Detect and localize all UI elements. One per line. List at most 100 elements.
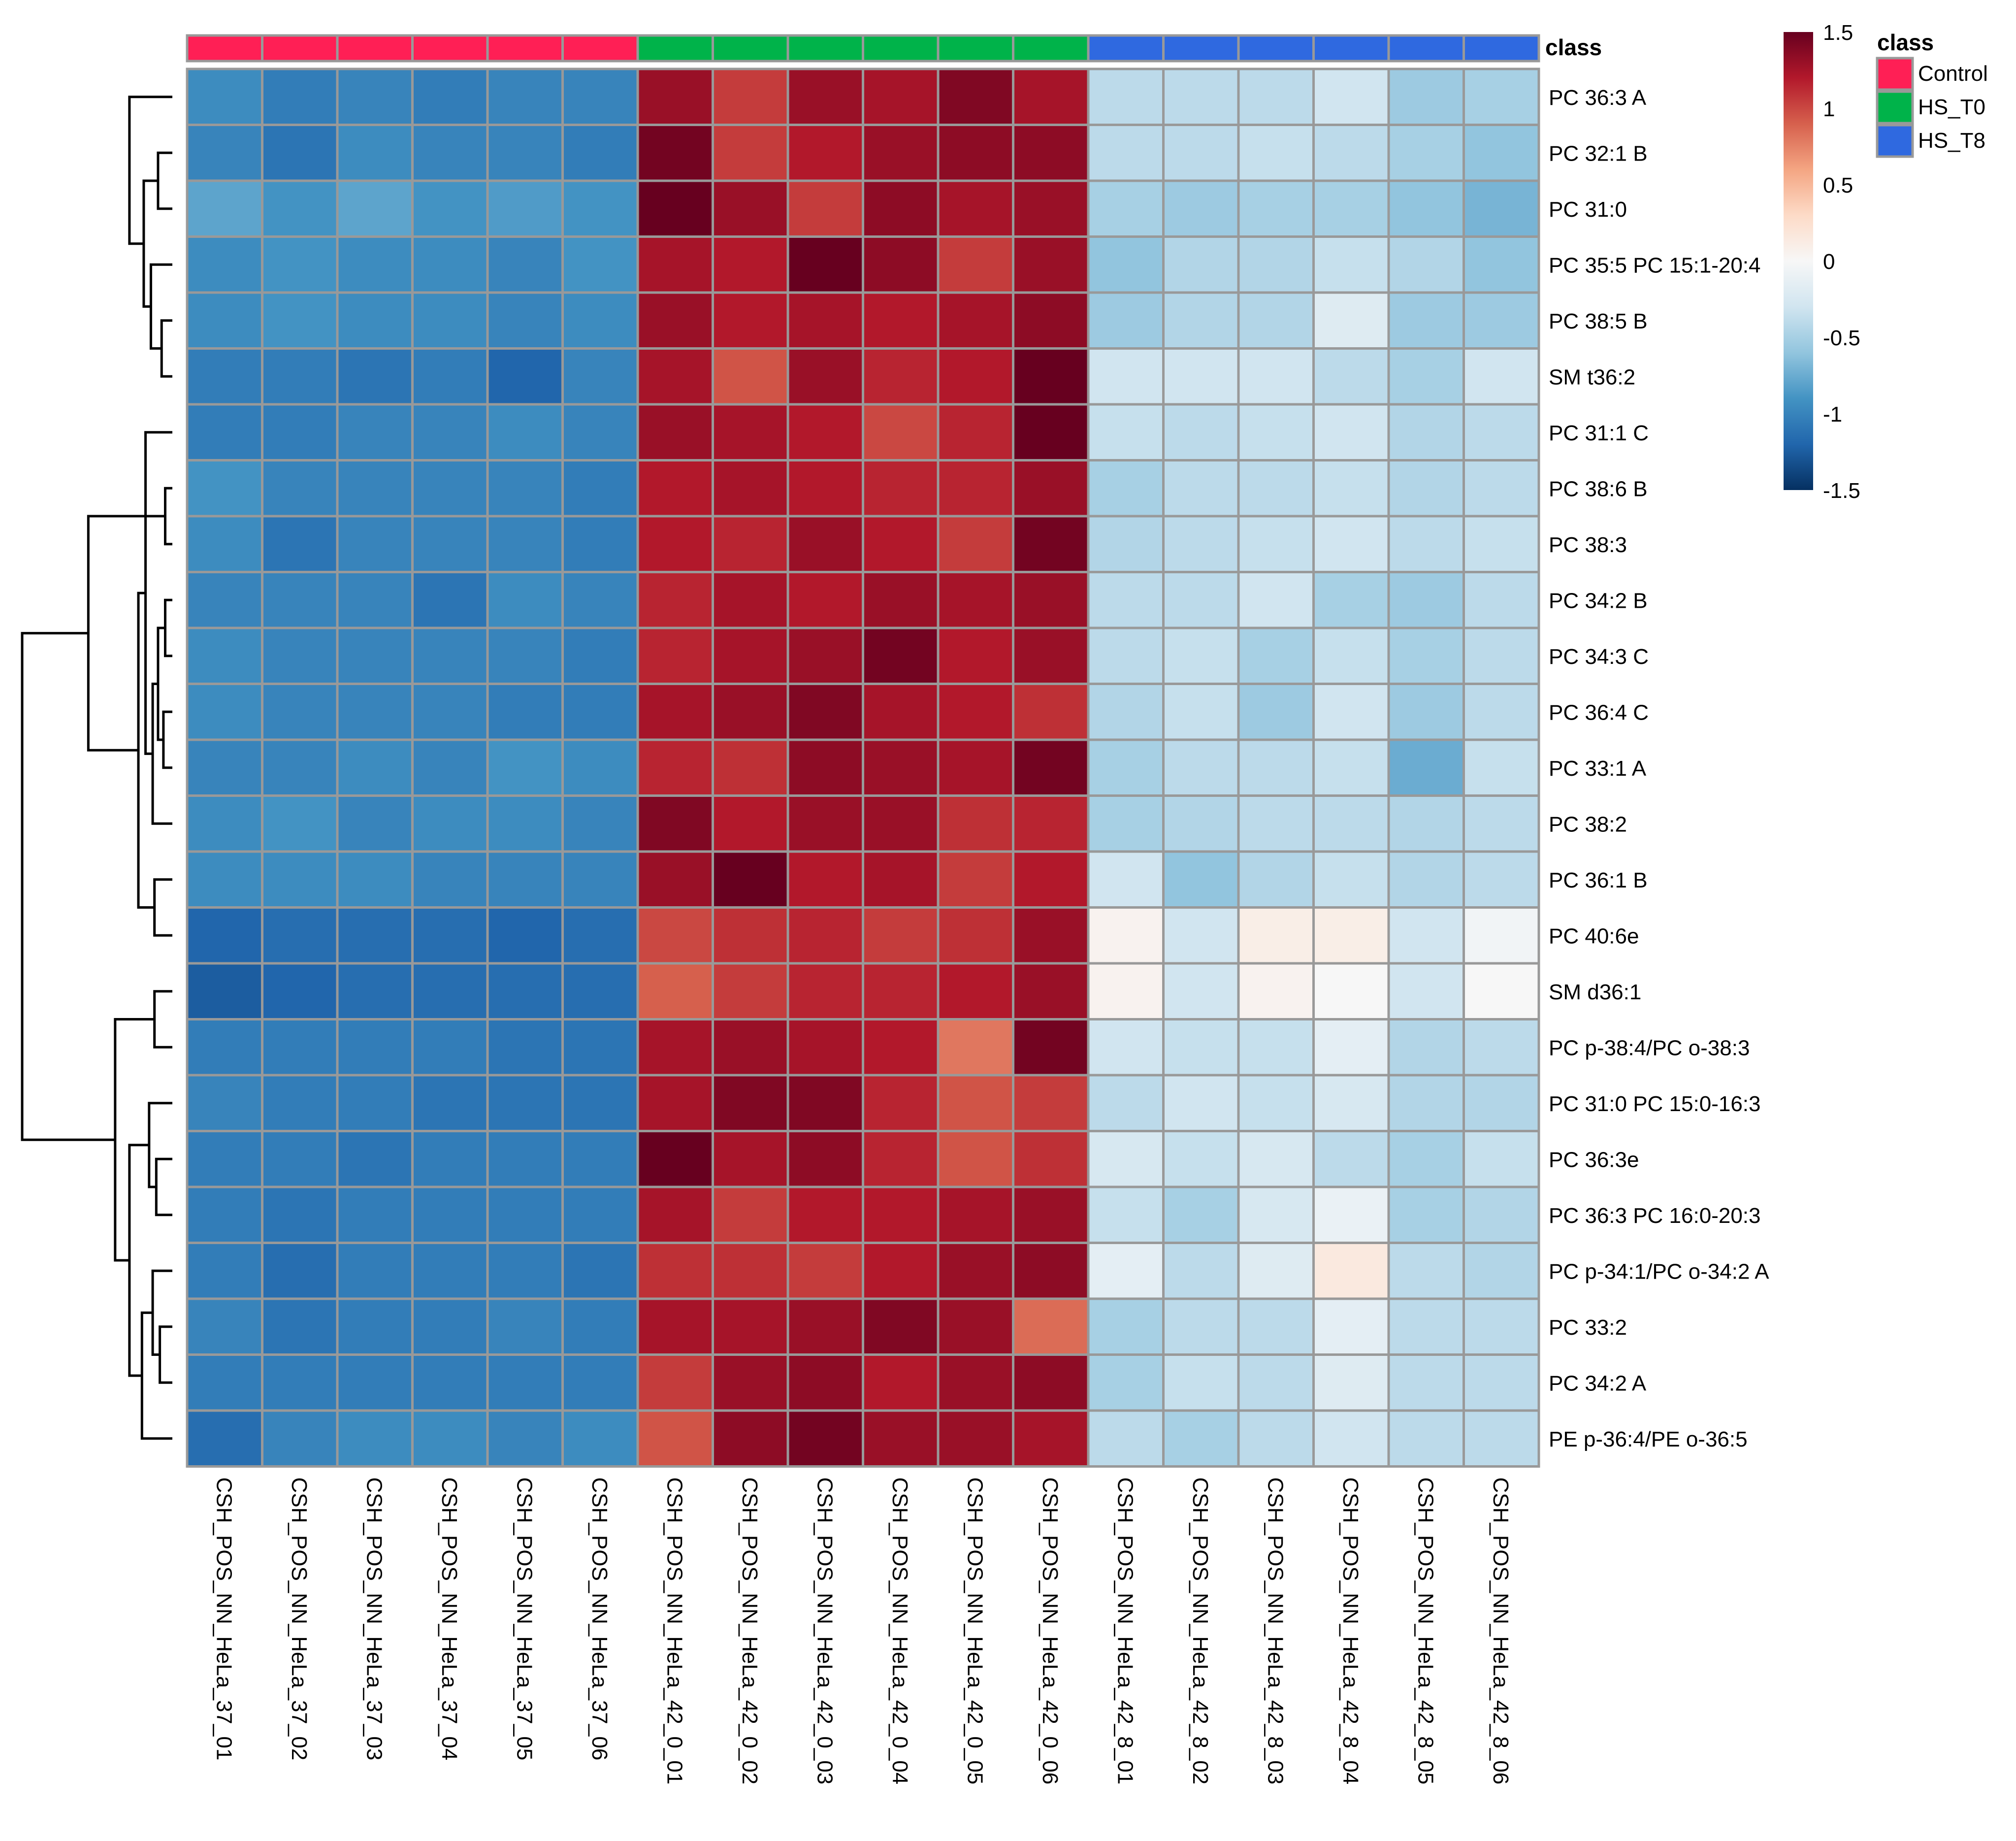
heatmap-cell [712, 235, 789, 294]
heatmap-cell [937, 1297, 1014, 1356]
annotation-cell-hs-t0 [786, 34, 864, 63]
heatmap-cell [1237, 683, 1315, 741]
heatmap-cell [336, 1074, 414, 1132]
heatmap-cell [1087, 850, 1165, 909]
heatmap-cell [1237, 179, 1315, 238]
heatmap-cell [786, 67, 864, 126]
heatmap-cell [636, 1074, 714, 1132]
heatmap-cell [261, 347, 339, 406]
heatmap-cell [937, 906, 1014, 965]
heatmap-cell [1387, 738, 1465, 797]
annotation-cell-hs-t8 [1237, 34, 1315, 63]
heatmap-cell [1387, 179, 1465, 238]
heatmap-cell [336, 347, 414, 406]
heatmap-cell [261, 1353, 339, 1412]
heatmap-cell [712, 1185, 789, 1244]
row-label: PC 32:1 B [1549, 141, 1648, 165]
heatmap-cell [1012, 124, 1090, 182]
legend-title: class [1877, 30, 1934, 55]
heatmap-cell [261, 794, 339, 853]
heatmap-cell [1312, 67, 1390, 126]
heatmap-cell [636, 683, 714, 741]
column-label: CSH_POS_NN_HeLa_42_8_04 [1338, 1478, 1363, 1785]
heatmap-cell [411, 459, 489, 518]
heatmap-cell [336, 1297, 414, 1356]
heatmap-cell [561, 906, 639, 965]
dendrogram-branch [160, 319, 172, 378]
heatmap-cell [1162, 906, 1240, 965]
heatmap-cell [1387, 794, 1465, 853]
heatmap-cell [486, 459, 564, 518]
heatmap-cell [937, 124, 1014, 182]
heatmap-cell [561, 1130, 639, 1188]
heatmap-cell [1463, 67, 1540, 126]
heatmap-cell [712, 403, 789, 461]
heatmap-cell [186, 1074, 263, 1132]
heatmap-cell [186, 124, 263, 182]
dendrogram-branch [153, 990, 172, 1049]
heatmap-cell [1087, 1130, 1165, 1188]
heatmap-cell [186, 291, 263, 350]
heatmap-cell [1463, 403, 1540, 461]
heatmap-cell [1162, 347, 1240, 406]
heatmap-cell [411, 235, 489, 294]
dendrogram-branch [159, 1325, 172, 1384]
row-label: PC 38:6 B [1549, 477, 1648, 501]
heatmap-cell [186, 1409, 263, 1468]
heatmap-cell [1237, 1185, 1315, 1244]
legend-swatch [1876, 124, 1914, 158]
heatmap-cell [261, 1074, 339, 1132]
column-label: CSH_POS_NN_HeLa_42_0_02 [738, 1478, 762, 1785]
heatmap-cell [486, 906, 564, 965]
heatmap-cell [486, 1185, 564, 1244]
heatmap-cell [1087, 1018, 1165, 1077]
heatmap-cell [1162, 794, 1240, 853]
row-dendrogram [21, 96, 172, 1440]
heatmap-cell [186, 1297, 263, 1356]
heatmap-cells [186, 67, 1540, 1468]
row-label: PC p-34:1/PC o-34:2 A [1549, 1259, 1769, 1283]
heatmap-cell [862, 235, 940, 294]
heatmap-cell [186, 738, 263, 797]
heatmap-cell [336, 235, 414, 294]
row-label: PC 31:0 PC 15:0-16:3 [1549, 1092, 1760, 1116]
heatmap-cell [1237, 291, 1315, 350]
heatmap-cell [786, 235, 864, 294]
heatmap-cell [636, 571, 714, 629]
row-label: PC 31:0 [1549, 197, 1627, 222]
heatmap-cell [1237, 459, 1315, 518]
heatmap-cell [1463, 626, 1540, 685]
heatmap-cell [862, 1018, 940, 1077]
color-scale-tick-label: -1.5 [1823, 479, 1860, 503]
class-legend: class Control HS_T0 HS_T8 [1876, 30, 1988, 158]
heatmap-cell [1012, 738, 1090, 797]
heatmap-cell [712, 124, 789, 182]
heatmap-cell [186, 1353, 263, 1412]
heatmap-cell [1237, 403, 1315, 461]
heatmap-cell [1237, 1074, 1315, 1132]
heatmap-cell [1087, 1353, 1165, 1412]
heatmap-cell [1012, 1130, 1090, 1188]
column-label: CSH_POS_NN_HeLa_42_8_02 [1188, 1478, 1212, 1785]
row-label: PE p-36:4/PE o-36:5 [1549, 1427, 1748, 1451]
annotation-cell-hs-t0 [862, 34, 940, 63]
heatmap-cell [486, 403, 564, 461]
heatmap-cell [786, 347, 864, 406]
heatmap-cell [1387, 1185, 1465, 1244]
heatmap-cell [1463, 1074, 1540, 1132]
heatmap-cell [1463, 291, 1540, 350]
dendrogram-branch [128, 96, 172, 245]
row-label: PC 34:2 B [1549, 589, 1648, 613]
heatmap-cell [1463, 124, 1540, 182]
heatmap-cell [862, 347, 940, 406]
heatmap-cell [1387, 1353, 1465, 1412]
heatmap-cell [261, 1297, 339, 1356]
row-label: PC 38:5 B [1549, 309, 1648, 333]
heatmap-cell [1387, 403, 1465, 461]
column-label: CSH_POS_NN_HeLa_42_0_01 [662, 1478, 686, 1785]
heatmap-cell [1087, 67, 1165, 126]
heatmap-cell [937, 1130, 1014, 1188]
heatmap-cell [486, 1018, 564, 1077]
annotation-cell-hs-t8 [1087, 34, 1165, 63]
heatmap-cell [486, 291, 564, 350]
